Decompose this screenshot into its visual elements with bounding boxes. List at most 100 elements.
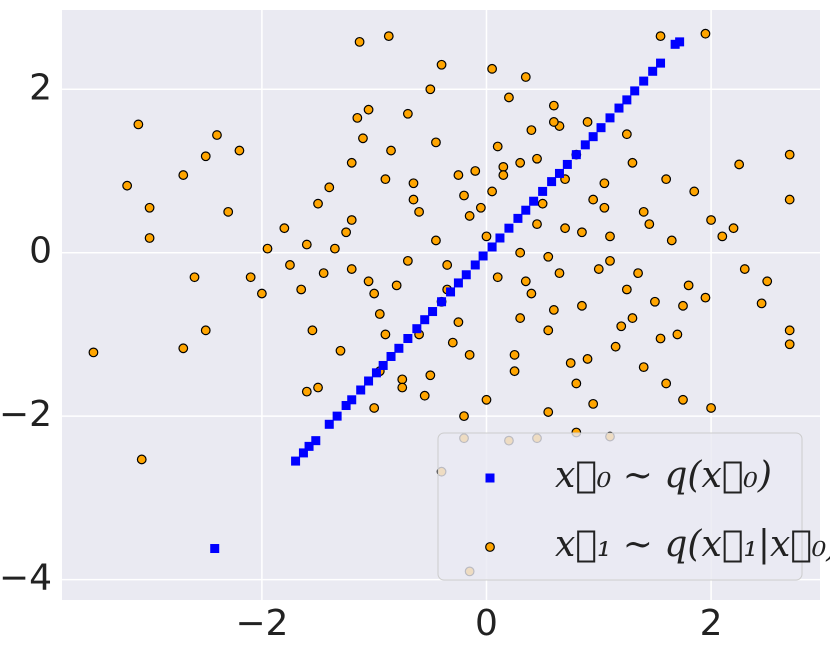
point <box>311 436 321 446</box>
point <box>661 174 672 185</box>
point <box>492 141 503 152</box>
point <box>363 276 374 287</box>
point <box>453 278 463 288</box>
point <box>492 272 503 283</box>
point <box>402 108 413 119</box>
point <box>402 255 413 266</box>
point <box>520 276 531 287</box>
point <box>234 145 245 156</box>
point <box>313 198 323 209</box>
legend-label: x⃗₀ ∼ q(x⃗₀) <box>555 455 772 496</box>
point <box>459 411 469 422</box>
point <box>562 159 572 169</box>
point <box>520 72 531 82</box>
point <box>498 170 509 180</box>
point <box>210 544 220 554</box>
point <box>318 268 329 279</box>
point <box>614 103 624 113</box>
point <box>678 300 688 311</box>
point <box>279 223 290 234</box>
point <box>397 382 408 393</box>
point <box>509 349 520 360</box>
point <box>431 235 441 246</box>
point <box>582 117 593 127</box>
point <box>200 151 211 162</box>
point <box>478 251 488 261</box>
point <box>313 382 323 393</box>
point <box>666 235 677 246</box>
point <box>347 395 357 405</box>
point <box>453 317 464 328</box>
point <box>136 454 147 465</box>
point <box>437 297 447 307</box>
point <box>655 31 666 42</box>
point <box>358 133 368 144</box>
point <box>431 137 441 148</box>
point <box>369 403 380 413</box>
point <box>784 339 795 350</box>
point <box>739 264 750 274</box>
point <box>526 288 537 299</box>
point <box>425 84 436 95</box>
y-tick-label: −2 <box>0 394 52 435</box>
point <box>369 288 380 299</box>
point <box>453 170 464 180</box>
point <box>678 394 688 405</box>
point <box>464 349 475 360</box>
point <box>639 76 649 86</box>
point <box>296 284 307 295</box>
point <box>245 272 256 283</box>
point <box>655 333 666 344</box>
point <box>588 194 599 205</box>
point <box>446 287 456 297</box>
point <box>605 255 615 266</box>
point <box>425 370 436 381</box>
point <box>332 411 342 421</box>
point <box>341 401 351 411</box>
point <box>605 113 615 123</box>
point <box>616 321 627 332</box>
point <box>700 292 711 303</box>
point <box>593 264 604 274</box>
point <box>394 343 404 353</box>
point <box>515 247 526 258</box>
point <box>356 385 366 395</box>
point <box>470 260 480 270</box>
point <box>412 324 422 334</box>
point <box>529 196 539 206</box>
point <box>481 394 492 405</box>
point <box>436 59 447 70</box>
x-tick-label: −2 <box>235 603 288 644</box>
point <box>461 270 471 280</box>
point <box>212 130 222 140</box>
point <box>391 280 402 291</box>
point <box>577 227 587 238</box>
y-tick-label: 0 <box>29 231 52 272</box>
point <box>571 378 582 389</box>
point <box>577 300 587 311</box>
point <box>689 186 700 197</box>
point <box>408 178 419 189</box>
point <box>644 219 655 229</box>
point <box>515 157 526 168</box>
point <box>627 157 638 168</box>
point <box>538 186 548 196</box>
point <box>408 194 419 205</box>
point <box>548 117 559 127</box>
point <box>346 264 357 274</box>
point <box>661 378 672 389</box>
point <box>335 345 346 356</box>
point <box>504 92 514 103</box>
point <box>487 242 497 252</box>
point <box>734 159 745 170</box>
point <box>442 260 453 270</box>
point <box>386 351 396 361</box>
point <box>638 362 649 373</box>
point <box>419 390 430 401</box>
point <box>420 315 430 325</box>
legend-marker <box>485 473 495 483</box>
point <box>144 233 155 243</box>
point <box>189 272 200 283</box>
point <box>88 347 99 358</box>
